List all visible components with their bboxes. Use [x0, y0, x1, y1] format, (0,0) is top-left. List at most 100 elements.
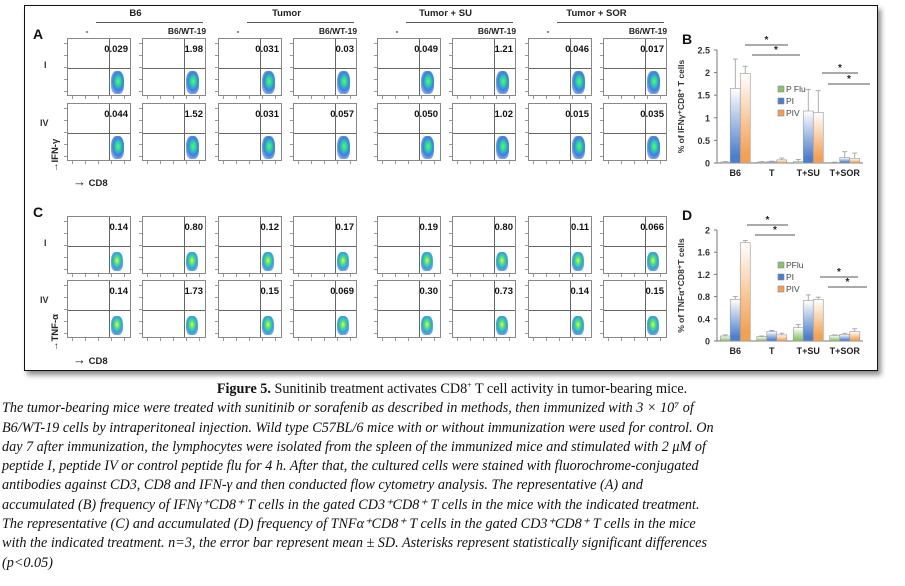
flow-plot: 0.80	[449, 216, 516, 277]
quadrant-gate-horizontal	[529, 245, 591, 247]
quadrant-gate-vertical	[493, 281, 495, 337]
quadrant-percentage: 0.066	[640, 222, 664, 233]
axis-tick	[449, 285, 452, 286]
flow-plot: 0.057	[290, 103, 357, 164]
axis-tick	[621, 338, 622, 341]
axis-tick	[124, 96, 125, 99]
axis-tick	[215, 144, 218, 145]
legend-label: PIV	[786, 284, 800, 294]
axis-tick	[382, 96, 383, 99]
quadrant-gate-vertical	[183, 217, 185, 273]
axis-tick	[546, 274, 547, 277]
flow-plot: 0.031	[215, 38, 282, 99]
axis-tick	[298, 274, 299, 277]
axis-tick	[525, 156, 528, 157]
axis-tick	[600, 333, 603, 334]
axis-tick	[374, 221, 377, 222]
axis-tick	[374, 257, 377, 258]
axis-tick	[160, 161, 161, 164]
axis-tick	[139, 144, 142, 145]
quadrant-gate-horizontal	[219, 132, 281, 134]
flow-plot: 0.15	[600, 280, 667, 341]
axis-tick	[64, 120, 67, 121]
axis-tick	[525, 221, 528, 222]
group-header-1: Tumor	[272, 8, 301, 19]
quadrant-percentage: 0.14	[109, 222, 129, 233]
axis-tick	[111, 274, 112, 277]
axis-tick	[139, 120, 142, 121]
axis-tick	[139, 221, 142, 222]
axis-tick	[290, 91, 293, 92]
axis-tick	[275, 161, 276, 164]
bar-pi	[802, 300, 814, 342]
quadrant-gate-horizontal	[294, 309, 356, 311]
cell-population-density	[496, 315, 509, 335]
y-tick-label: 1.5	[697, 91, 710, 101]
y-tick-label: 0.8	[697, 292, 710, 302]
axis-tick	[374, 91, 377, 92]
bar-pi	[729, 299, 741, 342]
y-tick-label: 2	[705, 68, 710, 78]
axis-tick	[249, 274, 250, 277]
axis-tick	[215, 257, 218, 258]
axis-tick	[660, 161, 661, 164]
x-tick-label: T+SU	[797, 168, 820, 178]
cell-population-density	[186, 251, 199, 271]
axis-tick	[139, 245, 142, 246]
axis-tick	[533, 161, 534, 164]
axis-tick	[186, 274, 187, 277]
quadrant-gate-vertical	[334, 39, 336, 95]
axis-tick	[64, 156, 67, 157]
axis-tick	[275, 338, 276, 341]
axis-tick	[525, 67, 528, 68]
quadrant-gate-horizontal	[378, 245, 440, 247]
flow-y-axis-title-ifn: →IFN-γ	[50, 138, 61, 172]
axis-tick	[64, 245, 67, 246]
quadrant-gate-vertical	[644, 104, 646, 160]
flow-plot: 0.066	[600, 216, 667, 277]
axis-tick	[525, 55, 528, 56]
axis-tick	[600, 233, 603, 234]
axis-tick	[449, 257, 452, 258]
axis-tick	[496, 274, 497, 277]
axis-tick	[111, 338, 112, 341]
legend-swatch	[777, 261, 785, 269]
legend-label: PFlu	[786, 260, 804, 270]
axis-tick	[139, 257, 142, 258]
axis-tick	[173, 161, 174, 164]
axis-tick	[525, 333, 528, 334]
cell-population-density	[262, 251, 275, 271]
quadrant-percentage: 0.069	[330, 286, 354, 297]
axis-tick	[449, 156, 452, 157]
axis-tick	[290, 67, 293, 68]
quadrant-gate-horizontal	[219, 309, 281, 311]
caption-body: The tumor-bearing mice were treated with…	[2, 399, 902, 573]
quadrant-gate-horizontal	[68, 132, 130, 134]
quadrant-gate-horizontal	[453, 245, 515, 247]
axis-tick	[215, 221, 218, 222]
axis-tick	[647, 338, 648, 341]
axis-tick	[559, 338, 560, 341]
axis-tick	[160, 274, 161, 277]
caption-line: The tumor-bearing mice were treated with…	[2, 400, 694, 417]
axis-tick	[290, 269, 293, 270]
axis-tick	[434, 96, 435, 99]
bar-pi	[839, 334, 851, 342]
flow-plot: 0.050	[374, 103, 441, 164]
axis-tick	[215, 269, 218, 270]
axis-tick	[337, 338, 338, 341]
axis-tick	[290, 120, 293, 121]
bar-pflu	[792, 327, 804, 342]
bar-pflu	[829, 335, 841, 342]
bar-pi	[766, 331, 778, 342]
axis-tick	[600, 91, 603, 92]
axis-tick	[449, 67, 452, 68]
y-axis-title: % of TNFα⁺CD8⁺T cells	[676, 238, 686, 333]
axis-tick	[290, 297, 293, 298]
quadrant-gate-horizontal	[143, 245, 205, 247]
axis-tick	[634, 274, 635, 277]
axis-tick	[98, 161, 99, 164]
quadrant-percentage: 0.12	[260, 222, 280, 233]
axis-tick	[236, 274, 237, 277]
axis-tick	[290, 79, 293, 80]
